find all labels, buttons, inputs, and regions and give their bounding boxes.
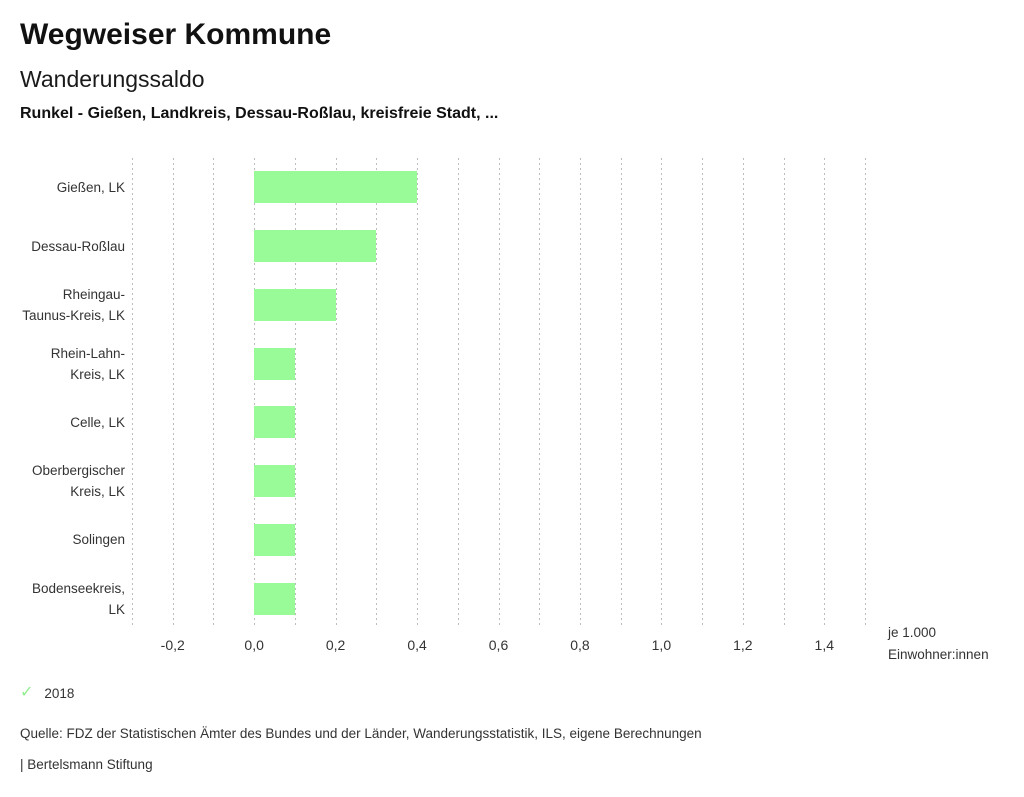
brand-text: | Bertelsmann Stiftung — [20, 757, 153, 772]
gridline — [294, 158, 296, 628]
category-label: Rheingau-Taunus-Kreis, LK — [22, 286, 125, 323]
category-label: Solingen — [72, 532, 125, 548]
chart-title: Wanderungssaldo — [20, 66, 205, 92]
gridline — [254, 158, 256, 628]
x-tick-label: 1,4 — [814, 637, 834, 653]
source-text: Quelle: FDZ der Statistischen Ämter des … — [20, 726, 702, 741]
gridline — [661, 158, 663, 628]
bar — [254, 230, 377, 263]
axis-unit-line: Einwohner:innen — [888, 647, 989, 662]
bar — [254, 288, 336, 321]
bar — [254, 347, 295, 380]
category-label: Dessau-Roßlau — [31, 238, 125, 254]
gridline — [579, 158, 581, 628]
gridline — [620, 158, 622, 628]
gridline — [417, 158, 419, 628]
gridline — [702, 158, 704, 628]
chart-subtitle: Runkel - Gießen, Landkreis, Dessau-Roßla… — [20, 105, 499, 122]
gridline — [783, 158, 785, 628]
x-tick-label: 0,2 — [325, 637, 346, 653]
gridline — [457, 158, 459, 628]
bar — [254, 523, 295, 556]
gridline — [865, 158, 866, 628]
category-label: Celle, LK — [70, 414, 125, 430]
bar — [254, 171, 418, 204]
category-label: Bodenseekreis, LK — [31, 580, 125, 617]
legend: ✓ 2018 — [20, 685, 74, 701]
x-tick-label: 0,0 — [244, 637, 264, 653]
x-tick-label: 1,2 — [733, 637, 753, 653]
gridline — [376, 158, 378, 628]
axis-unit-line: je 1.000 — [888, 625, 937, 640]
check-icon: ✓ — [20, 684, 34, 701]
gridline — [742, 158, 744, 628]
axis-unit-label: je 1.000 Einwohner:innen — [888, 622, 1024, 666]
x-tick-label: 0,8 — [570, 637, 590, 653]
bar — [254, 465, 295, 498]
gridline — [335, 158, 337, 628]
category-label: Oberbergischer Kreis, LK — [31, 463, 125, 500]
category-label: Gießen, LK — [56, 179, 125, 195]
gridline — [824, 158, 826, 628]
gridline — [539, 158, 541, 628]
legend-year-label: 2018 — [44, 685, 75, 701]
gridline — [213, 158, 215, 628]
plot-area: je 1.000 Einwohner:innen Gießen, LK Dessau… — [22, 158, 989, 662]
page-title: Wegweiser Kommune — [20, 18, 332, 51]
bar — [254, 582, 295, 615]
x-tick-label: 0,6 — [488, 637, 509, 653]
gridline — [132, 158, 133, 628]
x-tick-label: 1,0 — [651, 637, 672, 653]
x-tick-label: -0,2 — [160, 637, 185, 653]
category-label: Rhein-Lahn-Kreis, LK — [50, 345, 125, 382]
x-tick-label: 0,4 — [407, 637, 427, 653]
bar — [254, 406, 295, 439]
gridline — [498, 158, 500, 628]
gridline — [172, 158, 174, 628]
